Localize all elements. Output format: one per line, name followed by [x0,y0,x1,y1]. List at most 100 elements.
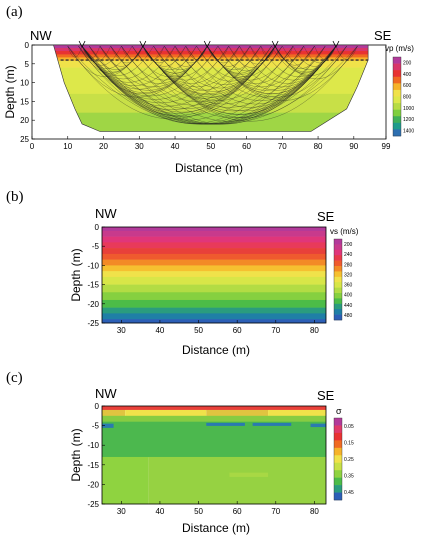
colorbar-swatch [393,109,401,117]
x-tick-label: 20 [99,142,108,151]
panel-c-y-axis-title: Depth (m) [69,428,83,481]
panel-a-x-ticks: 0 10 20 30 40 50 60 70 80 90 99 [30,136,391,151]
colorbar-tick-label: 200 [344,242,353,248]
colorbar-swatch [334,477,342,486]
model-layer [102,230,326,237]
colorbar-swatch [334,266,342,272]
colorbar-swatch [334,239,342,245]
colorbar-tick-label: 0.25 [344,457,354,463]
y-tick-label: 0 [25,41,30,50]
colorbar-swatch [334,293,342,299]
panel-a-colorbar: 200 400 600 800 1000 1200 1400 [392,56,414,137]
model-layer [102,265,326,272]
panel-c-colorbar-title: σ [336,406,342,416]
x-tick-label: 40 [155,326,164,335]
panel-c-right-label: SE [317,388,335,403]
colorbar-swatch [393,116,401,124]
y-tick-label: -25 [87,319,99,328]
model-layer [102,259,326,266]
colorbar-swatch [334,260,342,267]
colorbar-swatch [334,447,342,456]
ray-path [282,46,337,71]
model-block [102,456,149,505]
colorbar-tick-label: 400 [403,72,412,78]
source-marker [139,40,147,48]
panel-a-label: (a) [6,4,23,20]
colorbar-tick-label: 0.45 [344,490,354,496]
panel-c-left-label: NW [95,386,117,401]
colorbar-tick-label: 1200 [403,117,414,123]
plot-frame [101,226,327,324]
colorbar-tick-label: 0.35 [344,473,354,479]
colorbar-tick-label: 280 [344,262,353,268]
model-layer [102,236,326,243]
panel-c: (c) NW SE 0.05 0.15 0.25 0.35 0.45 σ 30 40 50 6… [6,370,354,535]
panel-b-y-axis-title: Depth (m) [69,248,83,301]
colorbar-swatch [334,244,342,251]
y-tick-label: -20 [87,480,99,489]
model-layer [102,276,326,285]
colorbar-swatch [393,57,401,64]
model-layer [102,271,326,278]
x-tick-label: 60 [233,507,242,516]
colorbar-tick-label: 600 [403,83,412,89]
panel-b-colorbar: 200 240 280 320 360 400 440 480 [333,238,353,321]
model-block [229,472,269,477]
model-block [102,421,326,458]
model-layer [102,284,326,293]
panel-a-colorbar-title: vp (m/s) [385,44,414,53]
y-tick-label: -20 [87,300,99,309]
panel-a-model-fill [53,45,369,132]
colorbar-swatch [393,89,401,97]
x-tick-label: 30 [117,507,126,516]
source-marker [203,40,211,48]
model-layer [102,242,326,249]
model-block [102,415,326,422]
colorbar-swatch [334,255,342,261]
x-tick-label: 60 [242,142,251,151]
source-marker [332,40,340,48]
colorbar-swatch [334,418,342,426]
colorbar-swatch [334,309,342,315]
x-tick-label: 80 [310,507,319,516]
panel-c-model [102,406,326,505]
model-block [310,423,326,428]
ray-path [314,46,337,60]
colorbar-swatch [334,271,342,278]
panel-b-x-axis-title: Distance (m) [182,343,250,357]
model-layer [53,60,369,68]
colorbar-swatch [393,70,401,78]
source-marker [271,40,279,48]
colorbar-swatch [334,425,342,434]
panel-b-y-ticks: 0 -5 -10 -15 -20 -25 [87,223,105,328]
colorbar-swatch [393,76,401,84]
panel-b-right-label: SE [317,209,335,224]
x-tick-label: 50 [194,507,203,516]
model-layer [102,248,326,255]
ray-path [196,46,276,79]
colorbar-swatch [393,63,401,71]
ray-path [110,46,144,64]
x-tick-label: 70 [278,142,287,151]
colorbar-tick-label: 480 [344,313,353,319]
colorbar-swatch [334,282,342,288]
model-layer [102,299,326,308]
x-tick-label: 70 [271,507,280,516]
colorbar-frame [392,56,402,137]
x-tick-label: 40 [155,507,164,516]
panel-a-rays [67,46,358,125]
y-tick-label: -10 [87,261,99,270]
colorbar-tick-label: 0.15 [344,441,354,447]
plot-frame [101,405,327,505]
panel-a-right-label: SE [374,28,392,43]
colorbar-tick-label: 800 [403,95,412,101]
colorbar-tick-label: 1400 [403,128,414,134]
panel-a-left-label: NW [30,28,52,43]
colorbar-tick-label: 360 [344,283,353,289]
model-block [206,422,245,426]
panel-c-label: (c) [6,370,23,386]
panel-a-model [53,45,369,132]
colorbar-swatch [334,303,342,310]
x-tick-label: 70 [271,326,280,335]
